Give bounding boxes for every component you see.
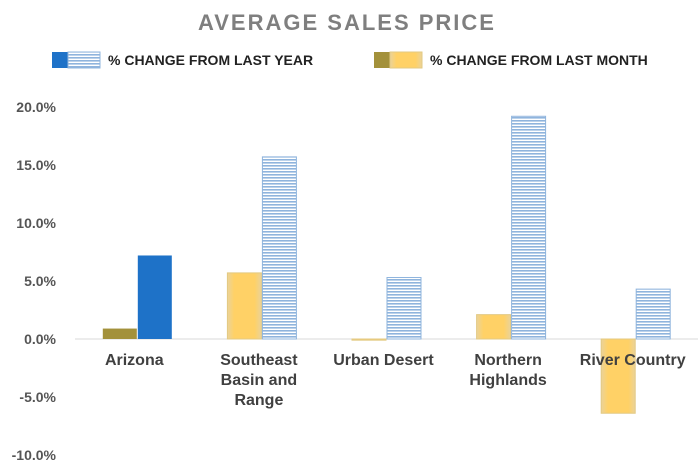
x-category-label-line: Highlands	[469, 372, 546, 389]
x-axis: Arizona Southeast Basin and Range Urban Dese…	[105, 352, 686, 409]
legend-swatch-month-fill	[389, 51, 423, 69]
x-category-label: Urban Desert	[333, 352, 434, 369]
legend-label: % CHANGE FROM LAST YEAR	[108, 52, 313, 68]
x-category-label-line: Northern	[474, 352, 542, 369]
legend-swatch-month-solid	[374, 52, 390, 68]
bar-year-change	[137, 255, 172, 339]
bar-month-change	[226, 272, 262, 340]
x-category-label-line: Arizona	[105, 352, 164, 369]
bar-year-change	[261, 156, 297, 340]
y-axis: -10.0% -5.0% 0.0% 5.0% 10.0% 15.0% 20.0%	[12, 99, 57, 463]
y-tick-label: 0.0%	[24, 331, 56, 347]
x-category-label-line: River Country	[580, 352, 686, 369]
y-tick-label: 20.0%	[16, 99, 56, 115]
legend-swatch-year-hatch	[67, 51, 101, 69]
x-category-label-line: Range	[234, 392, 283, 409]
chart-title: AVERAGE SALES PRICE	[198, 10, 496, 35]
bar-month-change	[102, 328, 137, 339]
x-category-label: Northern Highlands	[469, 352, 546, 389]
y-tick-label: -5.0%	[19, 389, 56, 405]
bar-year-change	[635, 288, 671, 340]
bar-year-change	[511, 115, 547, 340]
bar-month-change	[600, 338, 636, 414]
y-tick-label: 5.0%	[24, 273, 56, 289]
x-category-label-line: Southeast	[220, 352, 298, 369]
bars	[102, 115, 671, 414]
legend-label: % CHANGE FROM LAST MONTH	[430, 52, 648, 68]
y-tick-label: 10.0%	[16, 215, 56, 231]
legend: % CHANGE FROM LAST YEAR % CHANGE FROM LAS…	[52, 51, 648, 69]
x-category-label: Arizona	[105, 352, 164, 369]
legend-swatch-year-solid	[52, 52, 68, 68]
bar-month-change	[476, 314, 512, 340]
bar-year-change	[386, 277, 422, 340]
x-category-label-line: Basin and	[221, 372, 297, 389]
y-tick-label: 15.0%	[16, 157, 56, 173]
bar-month-change	[351, 338, 387, 341]
x-category-label-line: Urban Desert	[333, 352, 434, 369]
x-category-label: Southeast Basin and Range	[220, 352, 298, 409]
x-category-label: River Country	[580, 352, 686, 369]
y-tick-label: -10.0%	[12, 447, 57, 463]
